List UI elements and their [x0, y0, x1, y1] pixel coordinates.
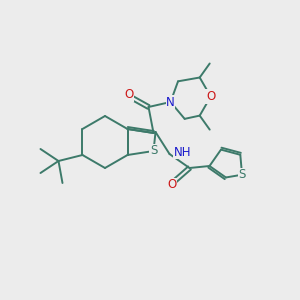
Text: O: O	[167, 178, 176, 191]
Text: O: O	[124, 88, 133, 101]
Text: S: S	[150, 145, 157, 158]
Text: O: O	[206, 90, 215, 103]
Text: S: S	[238, 168, 246, 181]
Text: NH: NH	[173, 146, 191, 158]
Text: N: N	[166, 95, 175, 109]
